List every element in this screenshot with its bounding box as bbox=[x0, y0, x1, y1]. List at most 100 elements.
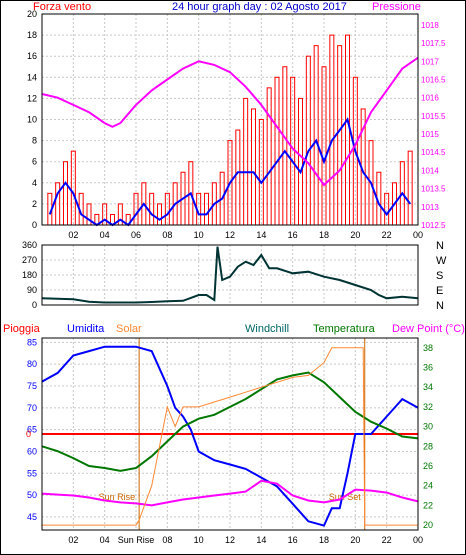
x-tick-label: 16 bbox=[288, 535, 298, 545]
solar-label: Solar bbox=[116, 323, 142, 335]
compass-label: W bbox=[436, 255, 447, 267]
x-tick-label: 00 bbox=[413, 535, 423, 545]
x-tick-label: 16 bbox=[288, 230, 298, 240]
pressure-tick-label: 1013.5 bbox=[421, 185, 446, 194]
wind-tick-label: 6 bbox=[32, 157, 37, 167]
humidity-tick-label: 80 bbox=[27, 359, 37, 369]
humidity-tick-label: 65 bbox=[27, 425, 37, 435]
wind-tick-label: 16 bbox=[27, 51, 37, 61]
wind-tick-label: 0 bbox=[32, 220, 37, 230]
temperature-humidity-chart: 4550556065707580852022242628303234363802… bbox=[26, 337, 433, 545]
compass-label: E bbox=[436, 285, 443, 297]
wind-tick-label: 4 bbox=[32, 178, 37, 188]
wind-direction-line bbox=[41, 246, 419, 304]
direction-tick-label: 270 bbox=[22, 255, 37, 265]
pressure-tick-label: 1015.5 bbox=[421, 112, 446, 121]
humidity-tick-label: 75 bbox=[27, 381, 37, 391]
humidity-tick-label: 45 bbox=[27, 512, 37, 522]
humidity-label: Umidita bbox=[67, 323, 105, 335]
direction-tick-label: 90 bbox=[27, 285, 37, 295]
compass-label: N bbox=[436, 240, 444, 252]
x-tick-label: 02 bbox=[68, 535, 78, 545]
pressure-tick-label: 1017 bbox=[421, 57, 439, 66]
x-tick-label: 08 bbox=[162, 535, 172, 545]
humidity-tick-label: 50 bbox=[27, 490, 37, 500]
pressure-tick-label: 1018 bbox=[421, 21, 439, 30]
pressure-tick-label: 1016.5 bbox=[421, 75, 446, 84]
rain-label: Pioggia bbox=[3, 323, 41, 335]
x-tick-label: 00 bbox=[413, 230, 423, 240]
wind-tick-label: 8 bbox=[32, 136, 37, 146]
top-plot-frame bbox=[41, 13, 419, 226]
x-tick-label: 18 bbox=[319, 230, 329, 240]
temperature-tick-label: 26 bbox=[423, 461, 433, 471]
x-tick-label: 12 bbox=[225, 535, 235, 545]
pressure-tick-label: 1015 bbox=[421, 130, 439, 139]
x-tick-label: 12 bbox=[225, 230, 235, 240]
wind-tick-label: 12 bbox=[27, 93, 37, 103]
temperature-tick-label: 34 bbox=[423, 382, 433, 392]
x-tick-label: 10 bbox=[194, 535, 204, 545]
compass-label: N bbox=[436, 300, 444, 312]
temperature-tick-label: 38 bbox=[423, 343, 433, 353]
pressure-tick-label: 1014.5 bbox=[421, 148, 446, 157]
wind-tick-label: 14 bbox=[27, 72, 37, 82]
x-tick-label: 20 bbox=[350, 230, 360, 240]
temperature-tick-label: 36 bbox=[423, 363, 433, 373]
solar-line bbox=[42, 347, 418, 526]
x-tick-label: 22 bbox=[382, 230, 392, 240]
humidity-tick-label: 85 bbox=[27, 337, 37, 347]
temperature-tick-label: 30 bbox=[423, 422, 433, 432]
x-tick-label: Sun Rise bbox=[118, 535, 155, 545]
wind-tick-label: 20 bbox=[27, 9, 37, 19]
compass-label: S bbox=[436, 270, 443, 282]
rain-value-label: 0 bbox=[26, 429, 31, 439]
wind-speed-line bbox=[48, 117, 412, 227]
pressure-tick-label: 1016 bbox=[421, 94, 439, 103]
pressure-tick-label: 1012.5 bbox=[421, 221, 446, 230]
humidity-tick-label: 55 bbox=[27, 468, 37, 478]
pressure-axis-title: Pressione bbox=[372, 1, 421, 13]
humidity-tick-label: 70 bbox=[27, 403, 37, 413]
x-tick-label: 18 bbox=[319, 535, 329, 545]
x-tick-label: 04 bbox=[100, 230, 110, 240]
x-tick-label: 04 bbox=[100, 535, 110, 545]
humidity-tick-label: 60 bbox=[27, 446, 37, 456]
pressure-tick-label: 1013 bbox=[421, 203, 439, 212]
direction-tick-label: 0 bbox=[32, 300, 37, 310]
pressure-tick-label: 1017.5 bbox=[421, 39, 446, 48]
wind-axis-title: Forza vento bbox=[33, 1, 91, 13]
dewpoint-line bbox=[41, 479, 419, 507]
bottom-plot-frame bbox=[41, 337, 419, 531]
x-tick-label: 14 bbox=[256, 230, 266, 240]
pressure-tick-label: 1014 bbox=[421, 166, 439, 175]
temperature-line bbox=[41, 371, 419, 472]
temperature-label: Temperatura bbox=[313, 323, 376, 335]
temperature-tick-label: 32 bbox=[423, 402, 433, 412]
x-tick-label: 22 bbox=[382, 535, 392, 545]
humidity-line bbox=[41, 345, 419, 527]
direction-tick-label: 360 bbox=[22, 240, 37, 250]
x-tick-label: 20 bbox=[350, 535, 360, 545]
wind-tick-label: 10 bbox=[27, 115, 37, 125]
wind-tick-label: 18 bbox=[27, 30, 37, 40]
chart-title: 24 hour graph day : 02 Agosto 2017 bbox=[172, 1, 347, 13]
x-tick-label: 08 bbox=[162, 230, 172, 240]
x-tick-label: 02 bbox=[68, 230, 78, 240]
wind-tick-label: 2 bbox=[32, 199, 37, 209]
temperature-tick-label: 24 bbox=[423, 481, 433, 491]
pressure-line bbox=[41, 56, 419, 187]
dewpoint-label: Dew Point (°C) bbox=[392, 323, 465, 335]
x-tick-label: 14 bbox=[256, 535, 266, 545]
temperature-tick-label: 20 bbox=[423, 520, 433, 530]
direction-tick-label: 180 bbox=[22, 270, 37, 280]
x-tick-label: 06 bbox=[131, 230, 141, 240]
sunrise-label: Sun Rise bbox=[99, 492, 136, 502]
temperature-tick-label: 28 bbox=[423, 441, 433, 451]
temperature-tick-label: 22 bbox=[423, 500, 433, 510]
